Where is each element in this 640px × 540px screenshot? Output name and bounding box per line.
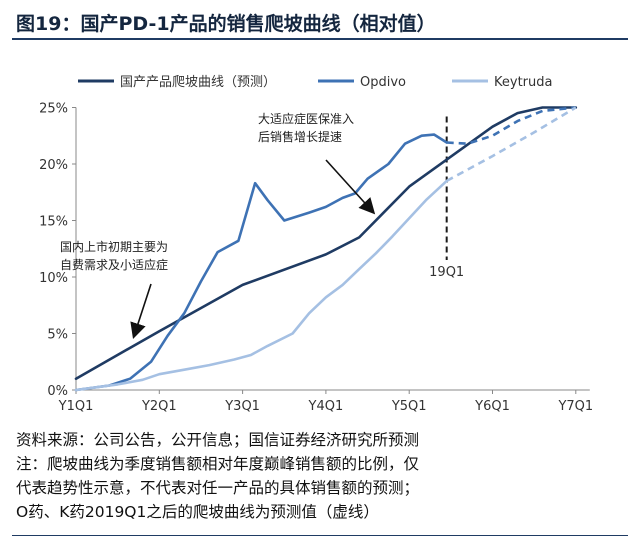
- annotation-arrow: [325, 159, 376, 215]
- legend-label-1: Opdivo: [360, 75, 406, 90]
- forecast-marker-label: 19Q1: [429, 265, 464, 280]
- series-line-2: [74, 179, 449, 392]
- title-divider: [12, 38, 628, 40]
- series-forecast-2: [446, 106, 577, 183]
- ramp-curve-chart: 0% 5% 10% 15% 20% 25% Y1Q1 Y2Q1 Y3Q1 Y4Q1 Y5Q1 Y6Q1…: [39, 75, 593, 414]
- x-tick-label: Y1Q1: [58, 399, 94, 414]
- annotation-arrow: [130, 283, 152, 340]
- legend-label-0: 国产产品爬坡曲线（预测）: [120, 75, 276, 90]
- y-tick-label: 15%: [39, 215, 68, 230]
- series-line-1: [74, 133, 449, 392]
- x-tick-label: Y2Q1: [141, 399, 177, 414]
- x-tick-label: Y5Q1: [391, 399, 427, 414]
- annotation-text: 自费需求及小适应症: [60, 257, 168, 272]
- series-line-0: [74, 106, 578, 381]
- annotation-text: 大适应症医保准入: [258, 111, 354, 126]
- note-line: 资料来源：公司公告，公开信息；国信证券经济研究所预测: [16, 431, 420, 449]
- y-tick-label: 20%: [39, 158, 68, 173]
- x-tick-label: Y6Q1: [474, 399, 510, 414]
- bottom-divider: [12, 535, 628, 536]
- page-title: 图19：国产PD-1产品的销售爬坡曲线（相对值）: [16, 13, 436, 35]
- x-tick-label: Y3Q1: [224, 399, 260, 414]
- annotation-text: 后销售增长提速: [258, 129, 342, 144]
- y-tick-label: 5%: [47, 328, 68, 343]
- y-tick-label: 0%: [47, 384, 68, 399]
- series-forecast-1: [446, 106, 576, 145]
- x-tick-label: Y4Q1: [308, 399, 344, 414]
- y-tick-label: 25%: [39, 102, 68, 117]
- y-tick-label: 10%: [39, 271, 68, 286]
- note-line: 代表趋势性示意，不代表对任一产品的具体销售额的预测；: [16, 479, 420, 497]
- note-line: 注：爬坡曲线为季度销售额相对年度巅峰销售额的比例，仅: [16, 455, 420, 473]
- annotation-text: 国内上市初期主要为: [60, 239, 168, 254]
- legend-label-2: Keytruda: [494, 75, 552, 90]
- title-bar: 图19：国产PD-1产品的销售爬坡曲线（相对值）: [12, 6, 628, 40]
- note-line: O药、K药2019Q1之后的爬坡曲线为预测值（虚线）: [16, 503, 379, 521]
- x-tick-label: Y7Q1: [557, 399, 593, 414]
- source-notes: 资料来源：公司公告，公开信息；国信证券经济研究所预测 注：爬坡曲线为季度销售额相…: [16, 428, 628, 524]
